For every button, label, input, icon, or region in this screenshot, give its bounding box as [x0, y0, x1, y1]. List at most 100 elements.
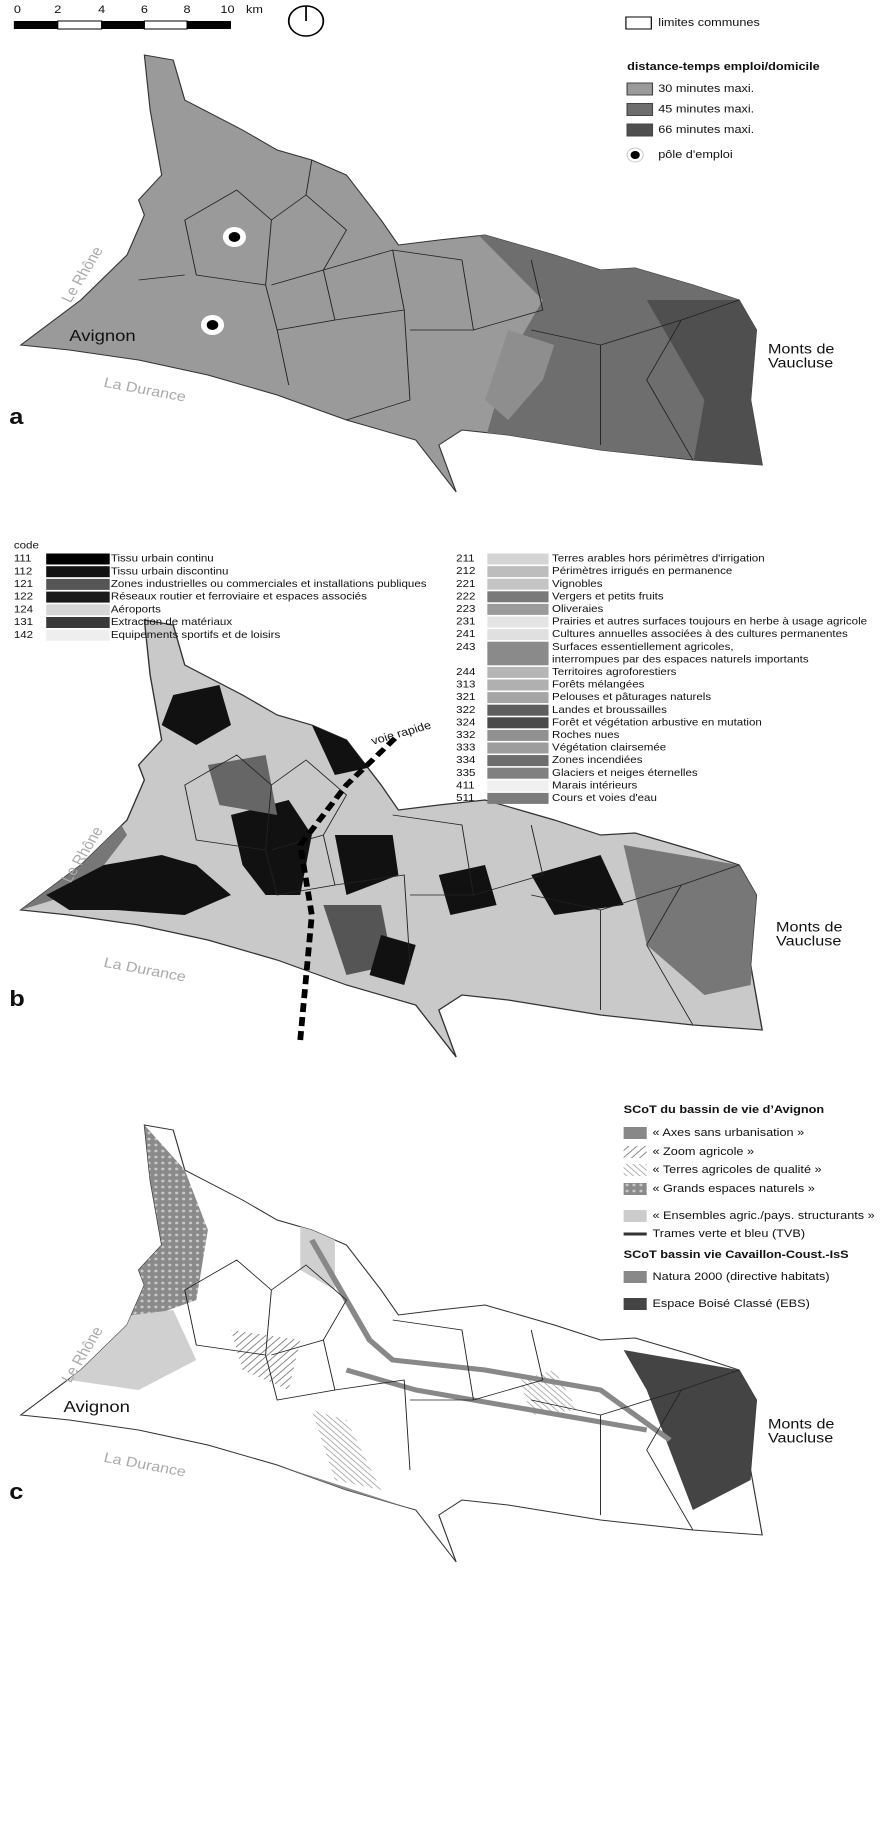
- legend-label: Vignobles: [552, 579, 603, 590]
- legend-symbol: [631, 151, 640, 159]
- place-name: Vaucluse: [776, 934, 841, 950]
- panel-label: b: [9, 986, 25, 1011]
- legend-swatch: [487, 755, 548, 766]
- legend-label: « Grands espaces naturels »: [652, 1182, 815, 1195]
- legend-swatch: [487, 717, 548, 728]
- legend-label: « Axes sans urbanisation »: [652, 1126, 804, 1139]
- legend-swatch: [487, 617, 548, 628]
- legend-code: 222: [456, 591, 475, 602]
- scale-tick-label: 6: [141, 3, 148, 16]
- legend-swatch: [624, 1298, 647, 1310]
- legend-label: Natura 2000 (directive habitats): [652, 1270, 829, 1283]
- legend-swatch: [46, 579, 110, 590]
- scale-tick-label: 10: [220, 3, 235, 16]
- legend-swatch: [487, 566, 548, 577]
- legend-swatch: [46, 630, 110, 641]
- legend-label: Prairies et autres surfaces toujours en …: [552, 616, 867, 627]
- legend-swatch: [624, 1210, 647, 1222]
- legend-swatch: [624, 1127, 647, 1139]
- place-name: La Durance: [102, 1450, 187, 1480]
- legend-swatch: [627, 104, 652, 116]
- legend-label: Réseaux routier et ferroviaire et espace…: [111, 591, 368, 602]
- legend-code: 142: [14, 630, 33, 641]
- place-name: Vaucluse: [768, 356, 833, 372]
- legend-code: 121: [14, 579, 33, 590]
- legend-code: 333: [456, 742, 475, 753]
- legend-label: Végétation clairsemée: [552, 742, 666, 753]
- place-name: Avignon: [64, 1397, 130, 1416]
- legend-code: 111: [14, 553, 32, 564]
- legend-label: Forêt et végétation arbustive en mutatio…: [552, 717, 762, 728]
- legend-label: Vergers et petits fruits: [552, 591, 664, 602]
- legend-swatch: [487, 579, 548, 590]
- legend-label: 45 minutes maxi.: [658, 102, 754, 115]
- legend-label: Cultures annuelles associées à des cultu…: [552, 629, 848, 640]
- legend-label: limites communes: [658, 16, 760, 29]
- legend-code: 212: [456, 566, 475, 577]
- legend-swatch: [487, 780, 548, 791]
- legend-title: SCoT du bassin de vie d’Avignon: [624, 1103, 825, 1116]
- legend-label: Marais intérieurs: [552, 780, 638, 791]
- legend-code: 511: [456, 793, 474, 804]
- legend-swatch: [46, 592, 110, 603]
- scale-tick-label: 0: [14, 3, 21, 16]
- legend-label: Equipements sportifs et de loisirs: [111, 630, 281, 641]
- legend-swatch: [624, 1271, 647, 1283]
- legend-swatch: [627, 83, 652, 95]
- legend-label: Territoires agroforestiers: [552, 667, 677, 678]
- legend-swatch: [46, 566, 110, 577]
- legend-title: SCoT bassin vie Cavaillon-Coust.-IsS: [624, 1248, 849, 1261]
- scale-unit: km: [246, 3, 263, 16]
- legend-swatch: [46, 554, 110, 565]
- scale-tick-label: 8: [184, 3, 191, 16]
- legend-code: 324: [456, 717, 475, 728]
- legend-label: pôle d'emploi: [658, 148, 732, 161]
- place-name: Avignon: [69, 326, 135, 345]
- legend-code: 221: [456, 579, 475, 590]
- scale-bar: [14, 21, 231, 29]
- legend-label: 30 minutes maxi.: [658, 82, 754, 95]
- legend-swatch: [487, 730, 548, 741]
- page: { "scale_bar": {"ticks": ["0", "2", "4",…: [0, 0, 895, 1832]
- place-name: Vaucluse: [768, 1431, 833, 1447]
- legend-code: 131: [14, 617, 33, 628]
- legend-label: Zones incendiées: [552, 755, 643, 766]
- legend-swatch: [487, 680, 548, 691]
- legend-label: « Terres agricoles de qualité »: [652, 1163, 822, 1176]
- road-label: voie rapide: [369, 718, 433, 747]
- legend-label: 66 minutes maxi.: [658, 123, 754, 136]
- legend-label: Forêts mélangées: [552, 679, 645, 690]
- legend-label: Périmètres irrigués en permanence: [552, 566, 732, 577]
- legend-swatch: [624, 1164, 647, 1176]
- legend-code: 112: [14, 566, 32, 577]
- legend-swatch: [487, 768, 548, 779]
- map-a: [21, 55, 809, 492]
- legend-label: Cours et voies d'eau: [552, 793, 657, 804]
- legend-label: Extraction de matériaux: [111, 617, 233, 628]
- legend-label: Terres arables hors périmètres d'irrigat…: [552, 553, 765, 564]
- place-name: La Durance: [102, 955, 187, 985]
- figure: 0246810kmLe RhôneAvignonLa DuranceMonts …: [0, 0, 895, 1832]
- legend-label: Espace Boisé Classé (EBS): [652, 1297, 809, 1310]
- map-c: [21, 1125, 762, 1570]
- legend-swatch: [487, 743, 548, 754]
- legend-label: Zones industrielles ou commerciales et i…: [111, 579, 427, 590]
- legend-code: 335: [456, 768, 475, 779]
- legend-code: 241: [456, 629, 475, 640]
- legend-label: Oliveraies: [552, 604, 604, 615]
- panel-label: c: [9, 1479, 23, 1504]
- legend-swatch: [487, 692, 548, 703]
- legend-label: Trames verte et bleu (TVB): [652, 1227, 805, 1240]
- legend-code: 124: [14, 604, 33, 615]
- legend-label: Glaciers et neiges éternelles: [552, 768, 698, 779]
- legend-code: 313: [456, 679, 475, 690]
- legend-swatch: [487, 604, 548, 615]
- legend-label: Tissu urbain continu: [111, 553, 214, 564]
- legend-code: 122: [14, 591, 33, 602]
- legend-code: 244: [456, 667, 475, 678]
- legend-title: code: [14, 540, 39, 551]
- legend-code: 231: [456, 616, 475, 627]
- map-b: [21, 620, 762, 1057]
- place-name: La Durance: [102, 375, 187, 405]
- panel-label: a: [9, 404, 24, 429]
